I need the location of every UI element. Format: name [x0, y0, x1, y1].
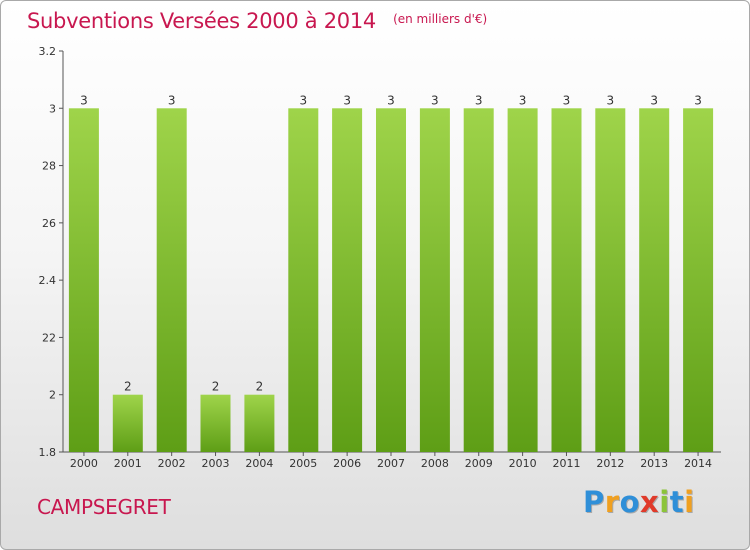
y-tick-label: 26 — [42, 217, 56, 230]
bar-2010 — [507, 108, 538, 453]
bar-2004 — [244, 394, 275, 452]
y-tick-label: 1.8 — [39, 446, 57, 459]
data-label: 2 — [256, 380, 264, 394]
bar-2013 — [639, 108, 670, 453]
bar-2003 — [200, 394, 231, 452]
bar-2007 — [376, 108, 406, 453]
x-tick-label: 2000 — [70, 457, 98, 470]
chart-unit: (en milliers d'€) — [393, 12, 488, 26]
x-tick-label: 2014 — [684, 457, 712, 470]
x-tick-label: 2008 — [421, 457, 449, 470]
proxiti-logo: Proxiti — [583, 485, 695, 519]
data-label: 2 — [124, 380, 132, 394]
y-tick-label: 2.4 — [39, 274, 57, 287]
y-tick-label: 28 — [42, 160, 56, 173]
data-label: 3 — [299, 93, 307, 107]
x-tick-label: 2007 — [377, 457, 405, 470]
logo-letter: i — [659, 485, 670, 519]
bar-2006 — [332, 108, 363, 453]
x-tick-label: 2002 — [158, 457, 186, 470]
bar-2012 — [595, 108, 626, 453]
title-row: Subventions Versées 2000 à 2014 (en mill… — [27, 9, 487, 33]
data-label: 3 — [431, 93, 439, 107]
x-tick-label: 2006 — [333, 457, 361, 470]
y-tick-label: 22 — [42, 331, 56, 344]
x-tick-label: 2004 — [245, 457, 273, 470]
x-tick-label: 2011 — [552, 457, 580, 470]
data-label: 3 — [650, 93, 658, 107]
data-label: 3 — [563, 93, 571, 107]
data-label: 3 — [343, 93, 351, 107]
bar-2002 — [156, 108, 187, 453]
logo-letter: r — [604, 485, 620, 519]
data-label: 3 — [607, 93, 615, 107]
bar-2011 — [551, 108, 582, 453]
bar-2009 — [463, 108, 494, 453]
x-tick-label: 2009 — [465, 457, 493, 470]
x-tick-label: 2005 — [289, 457, 317, 470]
y-tick-label: 2 — [49, 389, 56, 402]
data-label: 3 — [168, 93, 176, 107]
bar-2014 — [683, 108, 714, 453]
logo-letter: P — [583, 485, 605, 519]
y-tick-label: 3 — [49, 102, 56, 115]
x-tick-label: 2003 — [202, 457, 230, 470]
x-tick-label: 2010 — [509, 457, 537, 470]
data-label: 3 — [519, 93, 527, 107]
data-label: 3 — [80, 93, 88, 107]
data-label: 2 — [212, 380, 220, 394]
logo-letter: o — [619, 485, 641, 519]
y-tick-label: 3.2 — [39, 45, 57, 58]
chart-title: Subventions Versées 2000 à 2014 — [27, 9, 376, 33]
logo-letter: x — [640, 485, 660, 519]
data-label: 3 — [694, 93, 702, 107]
data-label: 3 — [475, 93, 483, 107]
bar-2001 — [112, 394, 143, 452]
x-tick-label: 2012 — [596, 457, 624, 470]
commune-name: CAMPSEGRET — [37, 495, 171, 519]
bar-2005 — [288, 108, 319, 453]
bar-2000 — [68, 108, 99, 453]
logo-letter: t — [669, 485, 685, 519]
data-label: 3 — [387, 93, 395, 107]
x-tick-label: 2013 — [640, 457, 668, 470]
x-tick-label: 2001 — [114, 457, 142, 470]
bar-2008 — [419, 108, 450, 453]
logo-letter: i — [684, 485, 695, 519]
